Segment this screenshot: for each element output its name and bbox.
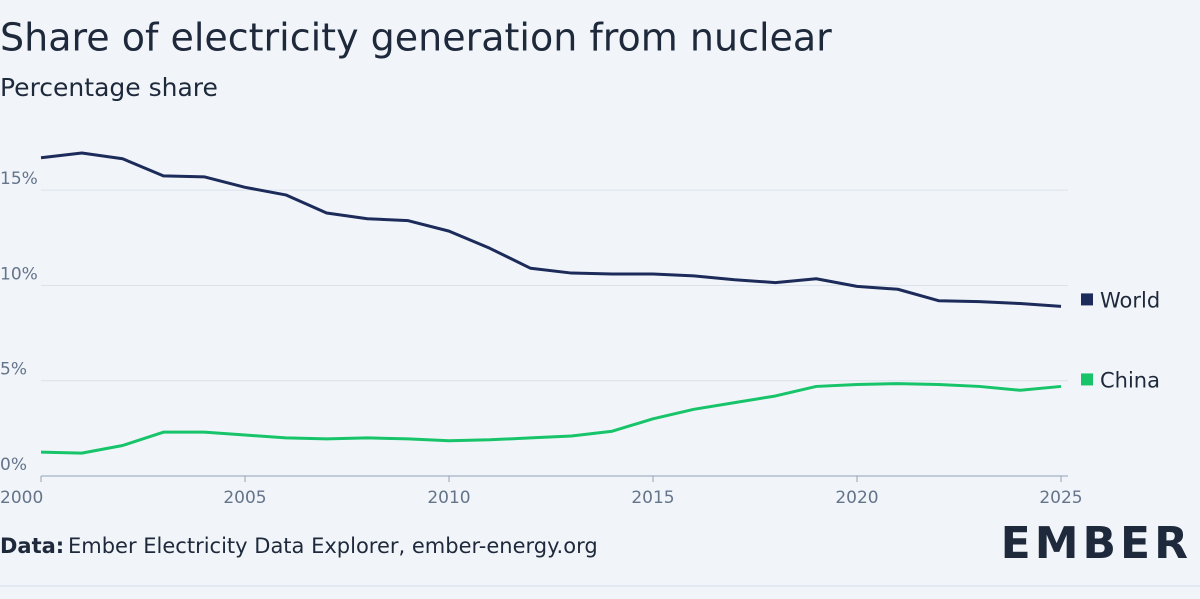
legend-label: China bbox=[1100, 368, 1160, 392]
legend-swatch bbox=[1081, 293, 1093, 306]
chart-subtitle: Percentage share bbox=[0, 73, 218, 102]
x-tick-label: 2015 bbox=[631, 488, 674, 508]
x-tick-label: 2010 bbox=[427, 488, 470, 508]
y-tick-label: 0% bbox=[0, 455, 27, 475]
y-tick-label: 5% bbox=[0, 360, 27, 380]
x-tick-label: 2000 bbox=[0, 488, 43, 508]
legend-swatch bbox=[1081, 373, 1093, 386]
source-label: Data: bbox=[0, 534, 64, 558]
x-tick-label: 2025 bbox=[1039, 488, 1082, 508]
x-tick-label: 2020 bbox=[835, 488, 878, 508]
logo: EMBER bbox=[1001, 518, 1192, 569]
series-line bbox=[40, 151, 1062, 308]
series-line bbox=[40, 382, 1062, 455]
y-tick-label: 15% bbox=[0, 169, 38, 189]
legend-label: World bbox=[1100, 288, 1160, 312]
chart-title: Share of electricity generation from nuc… bbox=[0, 16, 832, 60]
x-tick-label: 2005 bbox=[223, 488, 266, 508]
source: Ember Electricity Data Explorer, ember-e… bbox=[68, 534, 598, 558]
y-tick-label: 10% bbox=[0, 264, 38, 284]
